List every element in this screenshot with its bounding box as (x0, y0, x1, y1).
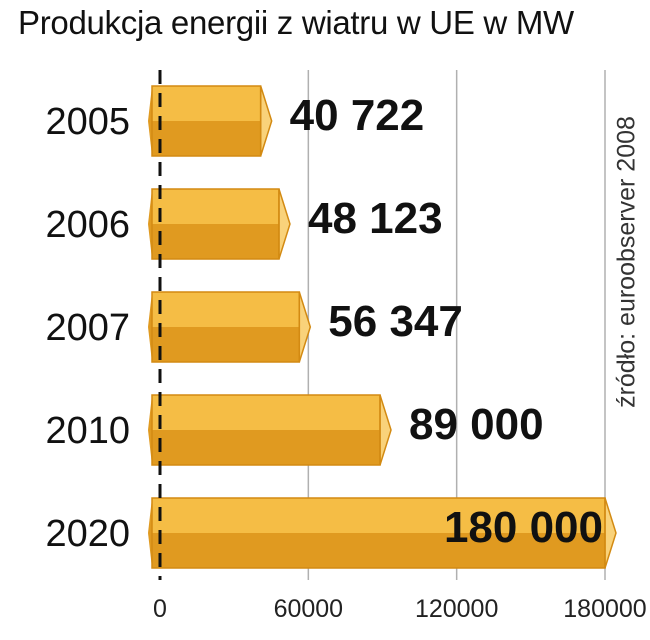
bar-start-cap (148, 395, 152, 465)
bar-bottom-face (152, 121, 261, 156)
bar-top-face (152, 86, 261, 121)
category-label: 2010 (45, 410, 130, 452)
bars (148, 85, 617, 569)
category-label: 2020 (45, 513, 130, 555)
x-tick-label: 180000 (563, 595, 646, 623)
category-label: 2007 (45, 307, 130, 349)
bar (148, 291, 312, 363)
bar-bottom-face (152, 224, 279, 259)
bar-top-face (152, 189, 279, 224)
x-tick-label: 60000 (274, 595, 344, 623)
bar-top-face (152, 498, 605, 533)
bar-outline (151, 188, 280, 260)
category-label: 2005 (45, 101, 130, 143)
value-label: 56 347 (328, 297, 463, 346)
value-label: 40 722 (290, 91, 425, 140)
bar-start-cap (148, 86, 152, 156)
bar (148, 85, 273, 157)
bar-end-cap (379, 394, 392, 466)
bar-outline (151, 85, 262, 157)
bar-outline (151, 291, 301, 363)
bar-start-cap (148, 189, 152, 259)
bar (148, 188, 291, 260)
bar-end-cap (604, 497, 617, 569)
bar (148, 497, 617, 569)
x-tick-label: 0 (153, 595, 167, 623)
bar-end-cap (278, 188, 291, 260)
labels: 0 60000 120000 180000 2005 40 722 2006 48 123 20… (45, 91, 646, 623)
bar-bottom-face (152, 430, 381, 465)
x-tick-label: 120000 (415, 595, 498, 623)
bar-outline (151, 497, 606, 569)
bar-top-face (152, 395, 381, 430)
bar-start-cap (148, 498, 152, 568)
value-label: 180 000 (444, 503, 603, 552)
chart-title: Produkcja energii z wiatru w UE w MW (18, 4, 574, 41)
bar (148, 394, 392, 466)
bar-top-face (152, 292, 300, 327)
bar-bottom-face (152, 327, 300, 362)
value-label: 89 000 (409, 400, 544, 449)
bar-bottom-face (152, 533, 605, 568)
category-label: 2006 (45, 204, 130, 246)
bar-start-cap (148, 292, 152, 362)
bar-outline (151, 394, 381, 466)
bar-end-cap (259, 85, 273, 157)
value-label: 48 123 (308, 194, 443, 243)
